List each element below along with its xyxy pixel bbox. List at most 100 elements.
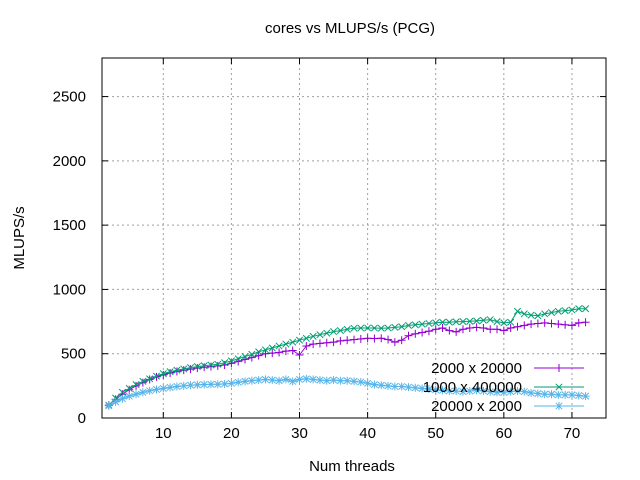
data-point [336,327,344,335]
data-point [390,382,399,391]
data-point [186,365,195,374]
data-point [186,381,195,390]
data-point [452,387,461,395]
data-point [527,320,536,329]
data-point [479,387,488,395]
data-point [159,370,167,378]
data-point [193,363,201,371]
data-point [132,390,141,399]
data-point [486,325,495,334]
data-point [275,342,283,350]
data-point [289,338,297,346]
data-point [275,376,284,385]
x-tick-label: 20 [223,425,240,442]
x-tick-label: 70 [564,425,581,442]
data-point [541,310,549,318]
data-point [254,351,263,360]
data-point [500,319,508,327]
y-axis-label: MLUPS/s [11,206,28,269]
data-point [452,327,461,336]
data-point [172,382,181,391]
legend-marker [555,383,563,391]
data-point [316,331,324,339]
data-point [418,320,426,328]
data-point [499,326,508,335]
data-point [200,362,208,370]
grid [102,58,606,418]
data-point [350,324,358,332]
data-point [159,384,168,393]
data-point [561,307,569,315]
data-point [404,331,413,340]
data-point [281,347,290,356]
data-point [104,401,113,410]
data-point [152,372,161,380]
data-point [356,378,365,386]
data-point [173,366,181,374]
data-point [356,334,365,343]
data-point [350,377,358,386]
data-point [295,351,304,359]
data-point [241,352,249,361]
data-point [370,380,379,389]
data-point [568,306,576,314]
data-point [567,390,576,399]
data-point [227,357,235,365]
data-point [499,388,508,397]
data-point [179,381,188,390]
data-point [418,384,427,393]
x-axis-label: Num threads [309,458,395,475]
data-point [404,321,413,329]
data-point [350,335,358,344]
data-point [241,377,250,386]
data-point [431,325,440,334]
data-point [363,334,372,343]
data-point [513,322,522,331]
data-point [206,362,215,371]
data-point [581,392,590,401]
data-point [261,375,270,384]
data-point [404,383,413,392]
legend-item: 1000 x 400000 [423,379,584,396]
data-point [445,387,454,395]
data-point [132,381,140,389]
data-point [533,319,542,328]
data-point [397,336,406,345]
data-point [533,389,542,398]
data-point [152,385,161,394]
data-point [540,318,549,327]
data-point [582,305,590,313]
x-tick-label: 40 [359,425,376,442]
data-point [172,367,181,376]
x-tick-label: 50 [427,425,444,442]
data-point [179,366,188,375]
data-point [472,323,481,332]
data-point [118,394,127,403]
data-point [207,361,215,369]
data-point [309,332,317,340]
y-tick-label: 500 [61,346,86,363]
data-point [479,324,488,332]
data-point [465,324,474,332]
data-point [459,318,467,326]
legend-marker [555,364,563,372]
data-point [466,317,474,325]
data-point [411,329,420,338]
data-point [315,339,324,348]
data-point [561,390,570,399]
data-point [425,319,433,328]
data-point [145,386,154,395]
data-point [384,381,393,390]
data-point [111,397,120,406]
data-point [527,388,536,397]
data-point [166,383,175,392]
data-point [574,391,583,400]
data-point [322,376,331,385]
data-point [221,359,229,367]
y-tick-label: 2500 [53,89,86,106]
data-point [193,380,202,389]
data-point [506,324,515,332]
data-point [214,360,222,368]
data-point [547,319,556,328]
data-point [275,348,284,357]
